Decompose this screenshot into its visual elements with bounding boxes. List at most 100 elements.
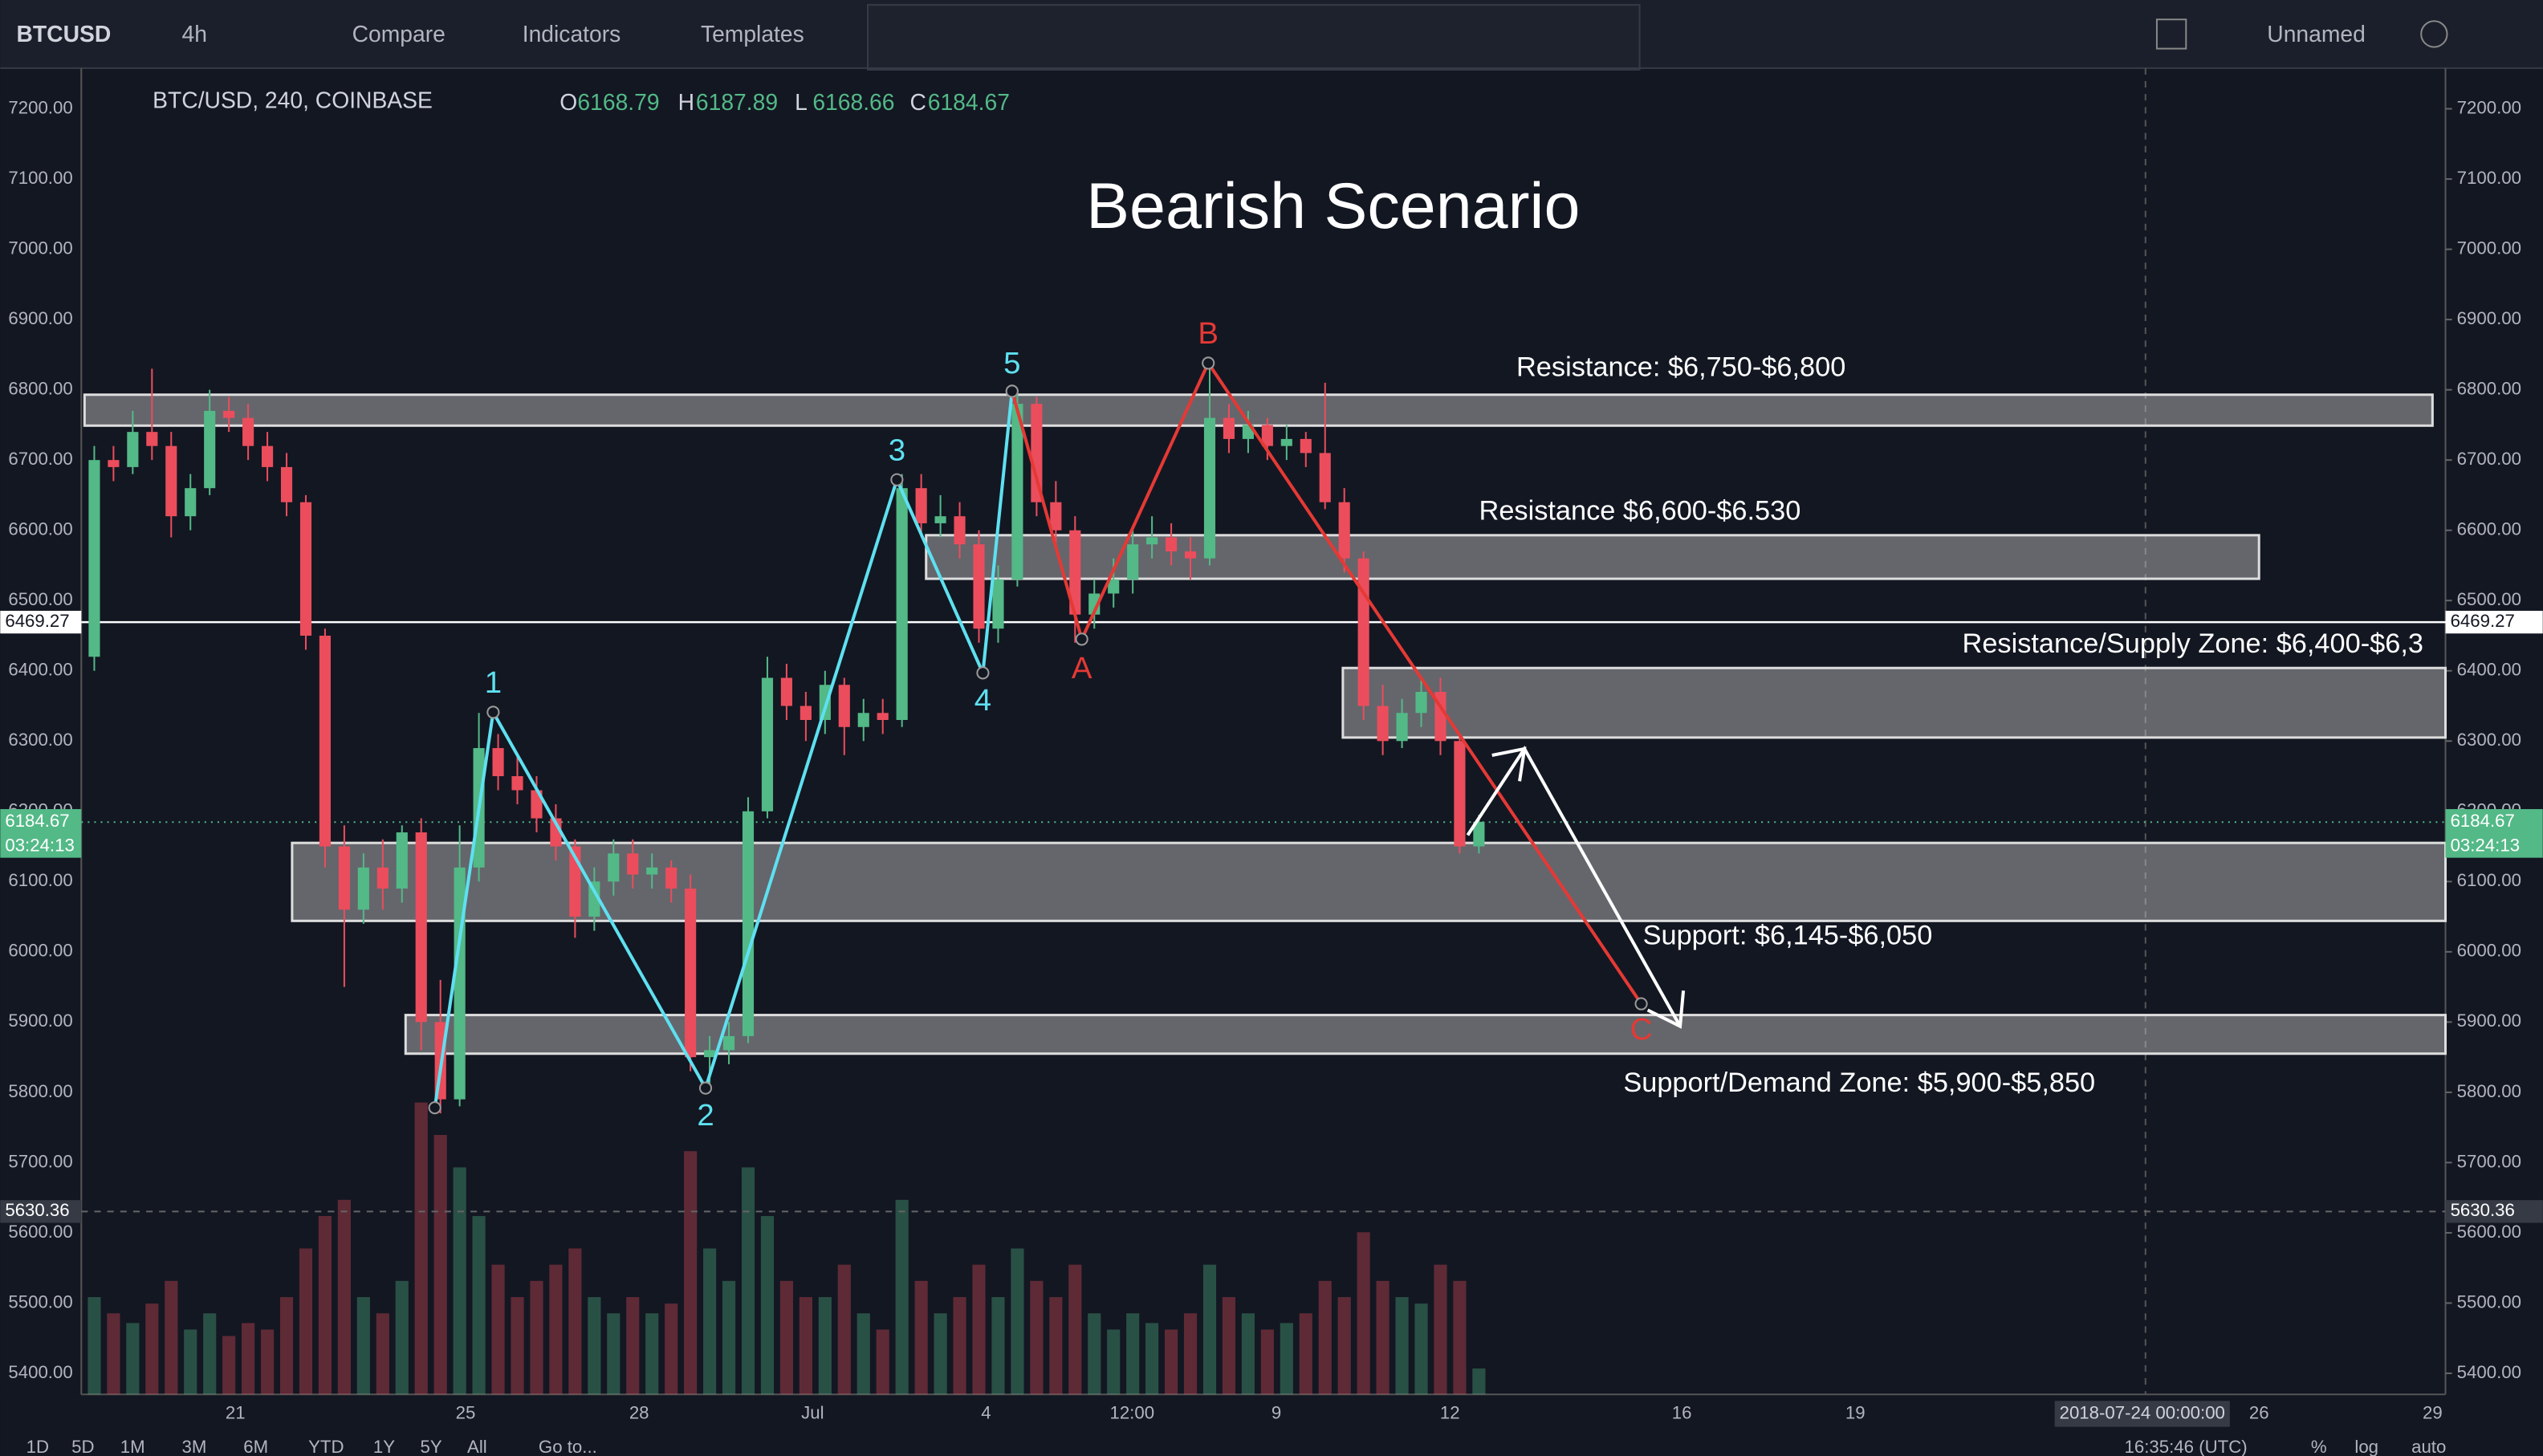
wave-point bbox=[428, 1101, 441, 1115]
icon[interactable] bbox=[2155, 18, 2187, 50]
y-tick-label: 5500.00 bbox=[2457, 1291, 2521, 1312]
volume-bar bbox=[665, 1303, 678, 1395]
candle-body bbox=[608, 853, 620, 882]
volume-bar bbox=[1337, 1297, 1351, 1395]
candle-body bbox=[742, 811, 755, 1036]
volume-bar bbox=[222, 1336, 236, 1395]
range-button[interactable]: 3M bbox=[182, 1437, 207, 1456]
wave-point bbox=[890, 473, 904, 486]
volume-bar bbox=[1241, 1313, 1255, 1395]
wave-point bbox=[1075, 632, 1088, 646]
volume-bar bbox=[1165, 1329, 1178, 1395]
zone bbox=[83, 393, 2434, 427]
volume-bar bbox=[1011, 1248, 1024, 1395]
y-tick-label: 6900.00 bbox=[2457, 308, 2521, 328]
candle-body bbox=[857, 713, 869, 727]
legend-key: L bbox=[795, 89, 808, 115]
x-tick-label: 12 bbox=[1440, 1402, 1460, 1422]
axis-option[interactable]: % bbox=[2311, 1437, 2327, 1456]
legend-value: 6187.89 bbox=[696, 89, 778, 115]
volume-bar bbox=[203, 1313, 217, 1395]
volume-bar bbox=[1126, 1313, 1140, 1395]
volume-bar bbox=[1260, 1329, 1274, 1395]
volume-bar bbox=[703, 1248, 717, 1395]
price-tag bbox=[0, 1200, 82, 1223]
volume-bar bbox=[568, 1248, 582, 1395]
y-tick-label: 5700.00 bbox=[8, 1151, 72, 1171]
wave-label: 4 bbox=[974, 683, 991, 718]
volume-bar bbox=[1414, 1303, 1428, 1395]
candle-body bbox=[1300, 438, 1312, 453]
volume-bar bbox=[760, 1216, 775, 1395]
range-button[interactable]: 6M bbox=[243, 1437, 268, 1456]
wave-label: 2 bbox=[697, 1098, 714, 1133]
legend-value: 6168.79 bbox=[577, 89, 659, 115]
drawing-toolbar bbox=[866, 4, 1641, 71]
y-tick-label: 7200.00 bbox=[2457, 97, 2521, 117]
wave-point bbox=[698, 1081, 713, 1095]
zone bbox=[1341, 666, 2447, 739]
volume-bar bbox=[337, 1199, 351, 1395]
range-button[interactable]: 1M bbox=[120, 1437, 145, 1456]
goto[interactable]: Go to... bbox=[539, 1437, 597, 1456]
volume-bar bbox=[856, 1313, 870, 1395]
candle-body bbox=[1261, 425, 1273, 446]
toolbar-button[interactable]: Templates bbox=[701, 21, 804, 47]
range-button[interactable]: All bbox=[467, 1437, 487, 1456]
zone-label: Resistance/Supply Zone: $6,400-$6,3 bbox=[1963, 628, 2423, 659]
price-tag-label: 6184.67 bbox=[2451, 811, 2515, 831]
axis-option[interactable]: auto bbox=[2411, 1437, 2446, 1456]
y-tick-label: 6500.00 bbox=[8, 589, 72, 609]
x-tick-label: Jul bbox=[801, 1402, 824, 1422]
range-button[interactable]: 1Y bbox=[373, 1437, 395, 1456]
layout-name[interactable]: Unnamed bbox=[2267, 21, 2366, 47]
wave-point bbox=[1634, 997, 1648, 1011]
y-tick-label: 6300.00 bbox=[8, 730, 72, 750]
candle-body bbox=[1338, 502, 1350, 559]
cursor-date-box bbox=[2054, 1401, 2230, 1427]
zone bbox=[404, 1014, 2447, 1055]
chart-title: Bearish Scenario bbox=[1086, 170, 1580, 242]
volume-bar bbox=[607, 1313, 620, 1395]
candle-body bbox=[780, 677, 792, 706]
legend-value: 6168.66 bbox=[812, 89, 894, 115]
candle-body bbox=[1396, 713, 1408, 742]
interval[interactable]: 4h bbox=[182, 21, 207, 47]
toolbar-button[interactable]: Indicators bbox=[523, 21, 621, 47]
volume-bar bbox=[1453, 1280, 1467, 1395]
price-tag-label: 5630.36 bbox=[5, 1200, 69, 1220]
legend-symbol: BTC/USD, 240, COINBASE bbox=[153, 87, 433, 113]
candle-body bbox=[242, 417, 254, 446]
volume-bar bbox=[279, 1297, 294, 1395]
toolbar-button[interactable]: Compare bbox=[352, 21, 446, 47]
volume-bar bbox=[818, 1297, 832, 1395]
volume-bar bbox=[1318, 1280, 1332, 1395]
y-tick-label: 7100.00 bbox=[2457, 168, 2521, 188]
range-button[interactable]: 5D bbox=[71, 1437, 94, 1456]
volume-bar bbox=[645, 1313, 659, 1395]
axis-option[interactable]: log bbox=[2354, 1437, 2378, 1456]
settings-icon[interactable] bbox=[2420, 20, 2448, 48]
y-tick-label: 5800.00 bbox=[8, 1081, 72, 1101]
price-tag-label: 6469.27 bbox=[2451, 611, 2515, 631]
wave-line bbox=[1010, 360, 1643, 1005]
volume-bar bbox=[953, 1297, 966, 1395]
candle-body bbox=[896, 488, 908, 721]
volume-bar bbox=[414, 1102, 428, 1395]
volume-bar bbox=[433, 1135, 447, 1395]
range-button[interactable]: 5Y bbox=[420, 1437, 441, 1456]
volume-bar bbox=[299, 1248, 313, 1395]
symbol[interactable]: BTCUSD bbox=[16, 21, 111, 47]
wave-label: C bbox=[1630, 1012, 1653, 1047]
range-button[interactable]: YTD bbox=[308, 1437, 344, 1456]
candle-body bbox=[357, 867, 369, 910]
x-tick-label: 28 bbox=[629, 1402, 649, 1422]
x-tick-label: 29 bbox=[2423, 1402, 2443, 1422]
x-tick-label: 4 bbox=[981, 1402, 991, 1422]
candle-body bbox=[627, 853, 639, 875]
y-tick-label: 6900.00 bbox=[8, 308, 72, 328]
range-button[interactable]: 1D bbox=[26, 1437, 49, 1456]
candle-body bbox=[492, 748, 504, 777]
candle-body bbox=[338, 846, 350, 910]
volume-bar bbox=[145, 1303, 159, 1395]
